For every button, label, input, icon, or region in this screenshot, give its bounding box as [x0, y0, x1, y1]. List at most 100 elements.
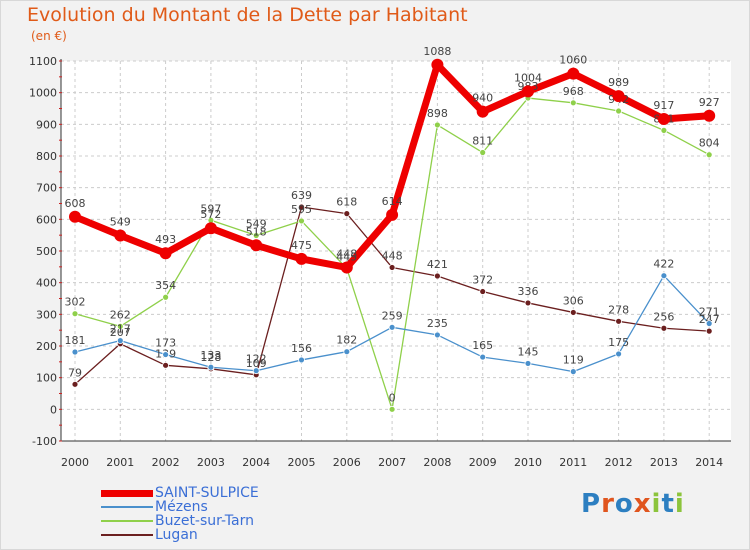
data-point-saint-sulpice — [386, 208, 399, 221]
data-label-mezens: 422 — [653, 258, 674, 271]
data-label-saint-sulpice: 1004 — [514, 71, 542, 84]
data-label-buzet-sur-tarn: 302 — [65, 296, 86, 309]
data-label-buzet-sur-tarn: 804 — [699, 137, 720, 150]
data-point-saint-sulpice — [476, 105, 489, 118]
logo-letter: i — [674, 489, 685, 519]
data-label-buzet-sur-tarn: 968 — [563, 85, 584, 98]
data-label-saint-sulpice: 518 — [246, 225, 267, 238]
data-label-saint-sulpice: 493 — [155, 233, 176, 246]
data-label-mezens: 259 — [382, 309, 403, 322]
data-label-mezens: 182 — [336, 334, 357, 347]
data-point-mezens — [660, 272, 668, 280]
data-point-saint-sulpice — [340, 261, 353, 274]
data-point-saint-sulpice — [657, 112, 670, 125]
legend-item-saint-sulpice: SAINT-SULPICE — [101, 485, 351, 502]
data-point-saint-sulpice — [250, 239, 263, 252]
y-tick-label: 0 — [50, 403, 57, 416]
data-point-buzet-sur-tarn — [479, 149, 487, 156]
y-tick-label: 1100 — [29, 55, 57, 68]
data-point-mezens — [705, 320, 713, 327]
data-label-saint-sulpice: 549 — [110, 215, 131, 228]
x-tick-label: 2011 — [559, 456, 587, 469]
data-label-buzet-sur-tarn: 595 — [291, 203, 312, 216]
data-label-lugan: 256 — [653, 310, 674, 323]
data-label-mezens: 156 — [291, 342, 312, 355]
data-point-mezens — [388, 323, 396, 331]
logo-letter: P — [581, 489, 602, 519]
legend-item-mezens: Mézens — [101, 499, 351, 516]
data-label-mezens: 217 — [110, 323, 131, 336]
y-tick-label: -100 — [32, 435, 57, 448]
data-point-mezens — [615, 350, 622, 358]
y-tick-label: 900 — [36, 118, 57, 131]
data-point-saint-sulpice — [522, 85, 534, 98]
data-label-saint-sulpice: 614 — [382, 195, 403, 208]
data-label-lugan: 247 — [699, 313, 720, 326]
x-tick-label: 2006 — [333, 456, 361, 469]
data-point-saint-sulpice — [612, 90, 625, 103]
legend-label: SAINT-SULPICE — [155, 485, 259, 501]
y-tick-label: 600 — [36, 213, 57, 226]
data-label-lugan: 207 — [110, 326, 131, 339]
data-label-buzet-sur-tarn: 0 — [389, 391, 396, 404]
data-point-buzet-sur-tarn — [433, 121, 441, 129]
data-label-buzet-sur-tarn: 898 — [427, 107, 448, 120]
legend-item-buzet-sur-tarn: Buzet-sur-Tarn — [101, 513, 351, 530]
data-point-saint-sulpice — [703, 109, 716, 122]
x-tick-label: 2007 — [378, 456, 406, 469]
data-point-buzet-sur-tarn — [615, 107, 622, 115]
data-label-mezens: 173 — [155, 337, 176, 350]
data-point-lugan — [162, 361, 170, 369]
data-point-mezens — [479, 353, 487, 361]
data-point-mezens — [71, 348, 79, 356]
data-label-mezens: 133 — [200, 349, 221, 362]
data-label-lugan: 372 — [472, 274, 493, 287]
data-label-saint-sulpice: 1060 — [559, 54, 587, 67]
x-tick-label: 2005 — [288, 456, 316, 469]
data-point-saint-sulpice — [114, 229, 127, 242]
data-point-buzet-sur-tarn — [116, 322, 124, 330]
data-label-mezens: 181 — [65, 334, 86, 347]
x-tick-label: 2000 — [61, 456, 89, 469]
data-point-saint-sulpice — [567, 67, 580, 80]
data-label-saint-sulpice: 572 — [200, 208, 221, 221]
data-point-buzet-sur-tarn — [298, 217, 305, 225]
data-label-buzet-sur-tarn: 811 — [472, 135, 493, 148]
data-point-lugan — [524, 299, 532, 307]
chart-title: Evolution du Montant de la Dette par Hab… — [27, 4, 468, 26]
data-point-lugan — [660, 324, 668, 332]
y-tick-label: 200 — [36, 340, 57, 353]
y-tick-label: 800 — [36, 150, 57, 163]
data-label-mezens: 271 — [699, 306, 720, 319]
data-label-buzet-sur-tarn: 262 — [110, 308, 131, 321]
data-label-mezens: 165 — [472, 339, 493, 352]
data-label-lugan: 448 — [382, 249, 403, 262]
legend-swatch — [101, 490, 153, 497]
data-point-mezens — [569, 368, 577, 376]
x-tick-label: 2002 — [152, 456, 180, 469]
x-tick-label: 2013 — [650, 456, 678, 469]
data-point-mezens — [116, 337, 124, 345]
data-point-buzet-sur-tarn — [252, 232, 260, 239]
data-point-saint-sulpice — [431, 58, 444, 71]
logo-letter: r — [601, 489, 615, 519]
data-point-mezens — [433, 331, 441, 339]
data-point-buzet-sur-tarn — [162, 293, 170, 301]
x-tick-label: 2003 — [197, 456, 225, 469]
data-label-buzet-sur-tarn: 445 — [336, 250, 357, 263]
x-tick-label: 2010 — [514, 456, 542, 469]
data-point-mezens — [207, 363, 215, 371]
data-label-mezens: 235 — [427, 317, 448, 330]
data-point-saint-sulpice — [159, 247, 172, 260]
data-point-buzet-sur-tarn — [660, 126, 668, 134]
data-label-mezens: 145 — [518, 345, 539, 358]
logo-letter: o — [614, 489, 634, 519]
x-tick-label: 2014 — [695, 456, 723, 469]
data-label-buzet-sur-tarn: 549 — [246, 217, 267, 230]
data-label-saint-sulpice: 989 — [608, 76, 629, 89]
logo-letter: i — [651, 489, 662, 519]
data-label-buzet-sur-tarn: 354 — [155, 279, 176, 292]
legend-swatch — [101, 506, 153, 508]
